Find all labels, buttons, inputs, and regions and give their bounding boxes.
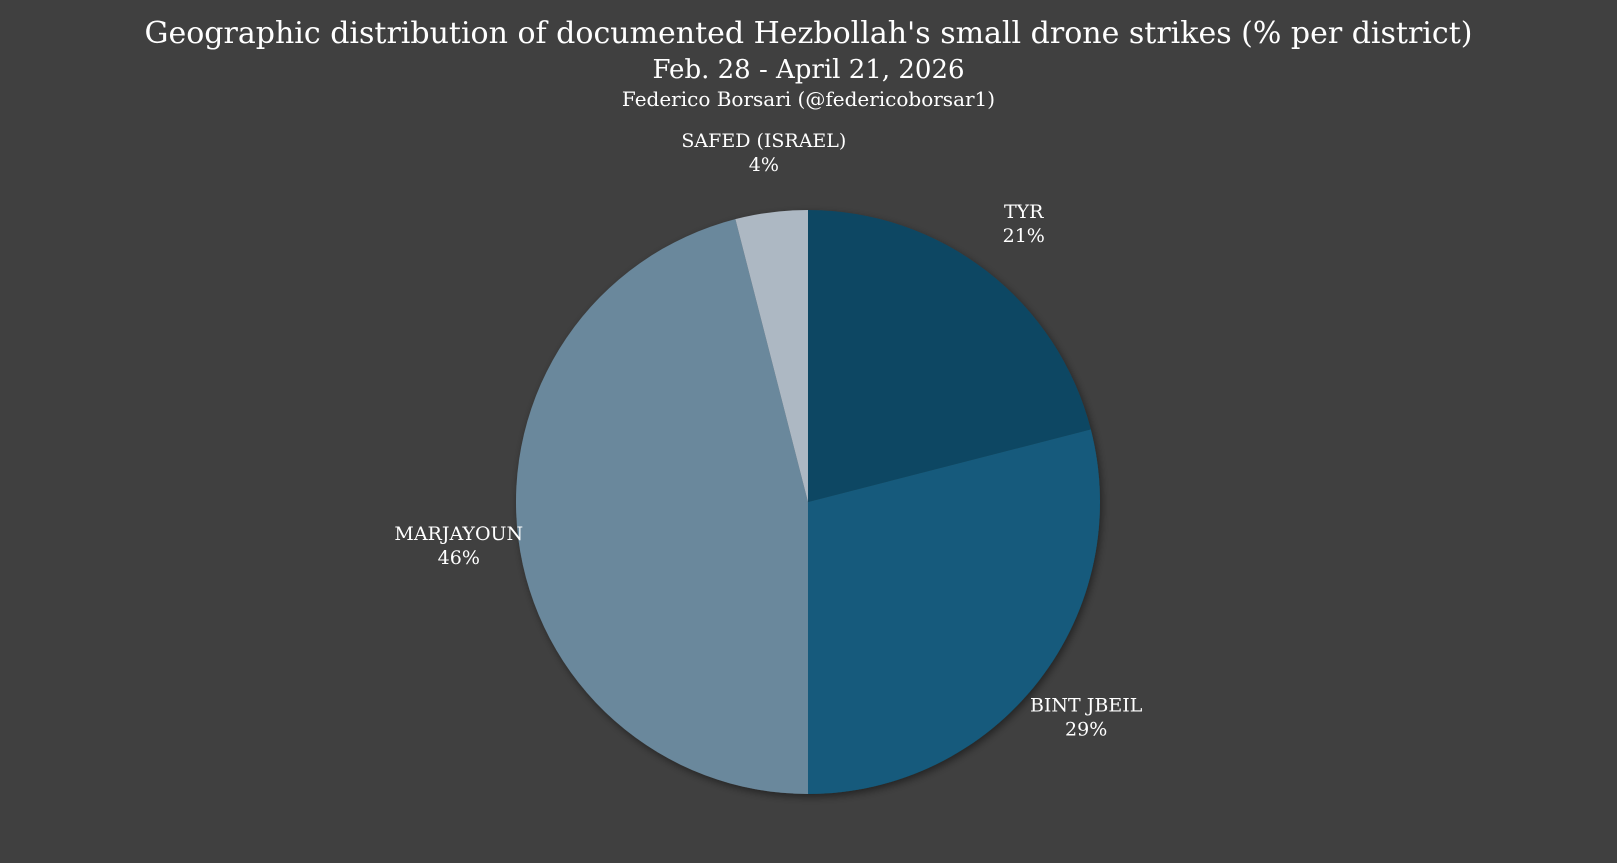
- pie-slices: [516, 210, 1100, 795]
- pie-slice-safed-israel: [735, 210, 808, 502]
- pie-slice-marjayoun: [516, 219, 808, 795]
- chart-subtitle: Feb. 28 - April 21, 2026: [652, 55, 965, 85]
- slice-label-marjayoun: MARJAYOUN: [394, 523, 523, 545]
- pie-slice-bint-jbeil: [808, 429, 1100, 794]
- slice-value-safed-israel: 4%: [749, 154, 779, 176]
- slice-label-tyr: TYR: [1004, 201, 1044, 223]
- slice-label-safed-israel: SAFED (ISRAEL): [681, 130, 846, 152]
- slice-value-tyr: 21%: [1003, 225, 1045, 247]
- pie-slice-tyr: [808, 210, 1091, 502]
- chart-title: Geographic distribution of documented He…: [144, 16, 1473, 51]
- slice-value-bint-jbeil: 29%: [1065, 719, 1107, 741]
- slice-value-marjayoun: 46%: [438, 547, 480, 569]
- slice-label-bint-jbeil: BINT JBEIL: [1030, 695, 1143, 717]
- chart-credit: Federico Borsari (@federicoborsar1): [621, 87, 996, 111]
